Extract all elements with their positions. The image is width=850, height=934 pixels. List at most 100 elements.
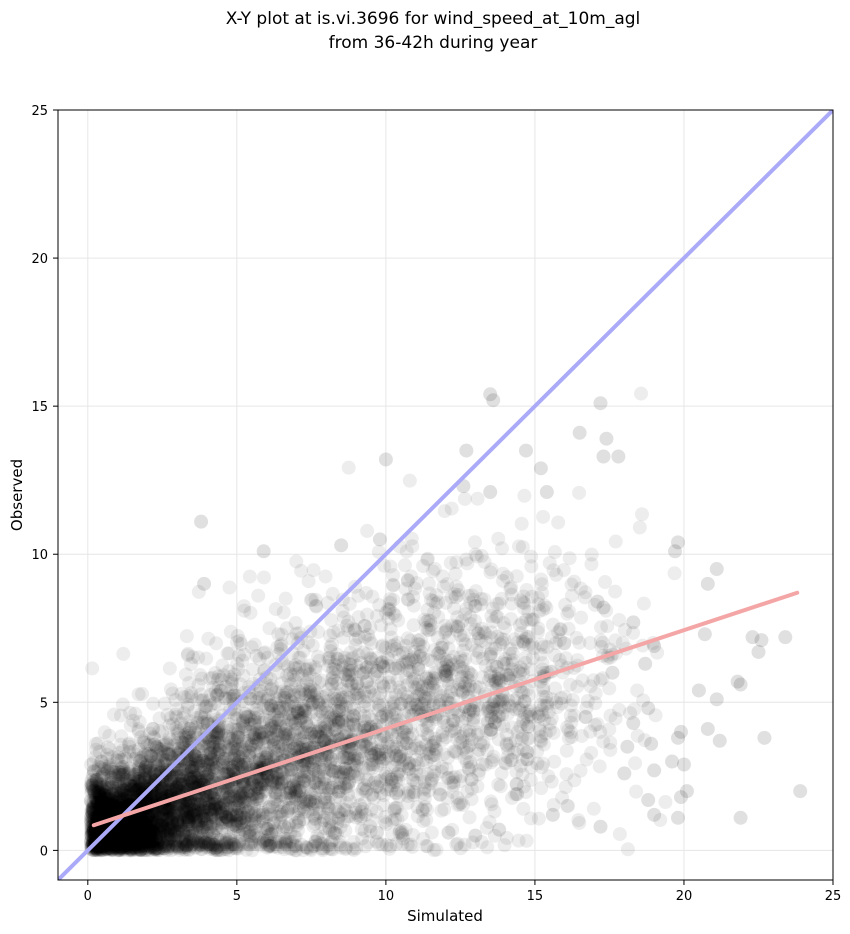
scatter-point	[92, 788, 107, 803]
scatter-point	[252, 726, 267, 741]
scatter-point	[100, 833, 115, 848]
scatter-point	[97, 725, 112, 740]
scatter-point	[115, 839, 130, 854]
scatter-point	[175, 804, 190, 819]
scatter-point	[130, 839, 145, 854]
scatter-point	[140, 819, 155, 834]
scatter-point	[85, 778, 100, 793]
scatter-point	[170, 815, 185, 830]
scatter-point	[92, 776, 107, 791]
scatter-point	[105, 798, 120, 813]
scatter-point	[113, 821, 128, 836]
scatter-point	[138, 807, 153, 822]
scatter-point	[116, 646, 131, 661]
scatter-point	[211, 680, 226, 695]
scatter-point	[126, 827, 141, 842]
scatter-point	[122, 838, 137, 853]
scatter-point	[462, 810, 477, 825]
scatter-point	[124, 829, 139, 844]
scatter-point	[112, 767, 127, 782]
scatter-point	[153, 840, 168, 855]
scatter-point	[124, 843, 139, 858]
scatter-point	[106, 839, 121, 854]
scatter-point	[122, 825, 137, 840]
scatter-point	[100, 751, 115, 766]
scatter-point	[113, 828, 128, 843]
scatter-point	[119, 788, 134, 803]
scatter-point	[122, 833, 137, 848]
scatter-point	[123, 834, 138, 849]
scatter-point	[91, 795, 106, 810]
scatter-point	[125, 826, 140, 841]
scatter-point	[89, 798, 104, 813]
scatter-point	[166, 811, 181, 826]
scatter-point	[122, 790, 137, 805]
scatter-point	[86, 755, 101, 770]
scatter-point	[130, 816, 145, 831]
scatter-point	[103, 798, 118, 813]
scatter-point	[91, 776, 106, 791]
scatter-point	[201, 631, 216, 646]
scatter-point	[84, 795, 99, 810]
scatter-point	[125, 794, 140, 809]
scatter-point	[99, 837, 114, 852]
scatter-point	[146, 812, 161, 827]
scatter-point	[145, 823, 160, 838]
scatter-point	[92, 789, 107, 804]
scatter-point	[112, 778, 127, 793]
scatter-point	[118, 835, 133, 850]
scatter-point	[158, 838, 173, 853]
scatter-point	[136, 838, 151, 853]
scatter-point	[121, 830, 136, 845]
scatter-point	[132, 839, 147, 854]
scatter-point	[93, 790, 108, 805]
scatter-point	[129, 783, 144, 798]
scatter-point	[91, 785, 106, 800]
scatter-point	[470, 491, 485, 506]
scatter-point	[116, 760, 131, 775]
scatter-point	[126, 779, 141, 794]
scatter-point	[99, 829, 114, 844]
scatter-point	[142, 819, 157, 834]
scatter-point	[108, 826, 123, 841]
scatter-point	[152, 821, 167, 836]
scatter-point	[123, 827, 138, 842]
scatter-point	[112, 841, 127, 856]
scatter-point	[184, 657, 199, 672]
scatter-point	[111, 786, 126, 801]
scatter-point	[135, 827, 150, 842]
scatter-point	[127, 827, 142, 842]
scatter-point	[123, 718, 138, 733]
scatter-point	[105, 775, 120, 790]
scatter-point	[131, 813, 146, 828]
scatter-point	[107, 799, 122, 814]
scatter-point	[122, 739, 137, 754]
scatter-point	[133, 818, 148, 833]
scatter-point	[360, 523, 375, 538]
scatter-point	[100, 790, 115, 805]
scatter-point	[138, 830, 153, 845]
scatter-point	[402, 473, 417, 488]
scatter-point	[110, 840, 125, 855]
scatter-point	[123, 841, 138, 856]
scatter-point	[111, 835, 126, 850]
scatter-point	[135, 833, 150, 848]
scatter-point	[89, 775, 104, 790]
scatter-point	[83, 793, 98, 808]
scatter-point	[113, 834, 128, 849]
scatter-point	[210, 816, 225, 831]
scatter-point	[108, 785, 123, 800]
scatter-point	[116, 827, 131, 842]
scatter-point	[254, 793, 269, 808]
scatter-point	[127, 781, 142, 796]
scatter-point	[242, 569, 257, 584]
scatter-point	[85, 825, 100, 840]
scatter-point	[129, 843, 144, 858]
scatter-point	[127, 824, 142, 839]
scatter-point	[237, 814, 252, 829]
scatter-point	[170, 824, 185, 839]
scatter-point	[108, 836, 123, 851]
scatter-point	[113, 841, 128, 856]
scatter-point	[133, 811, 148, 826]
scatter-point	[135, 814, 150, 829]
